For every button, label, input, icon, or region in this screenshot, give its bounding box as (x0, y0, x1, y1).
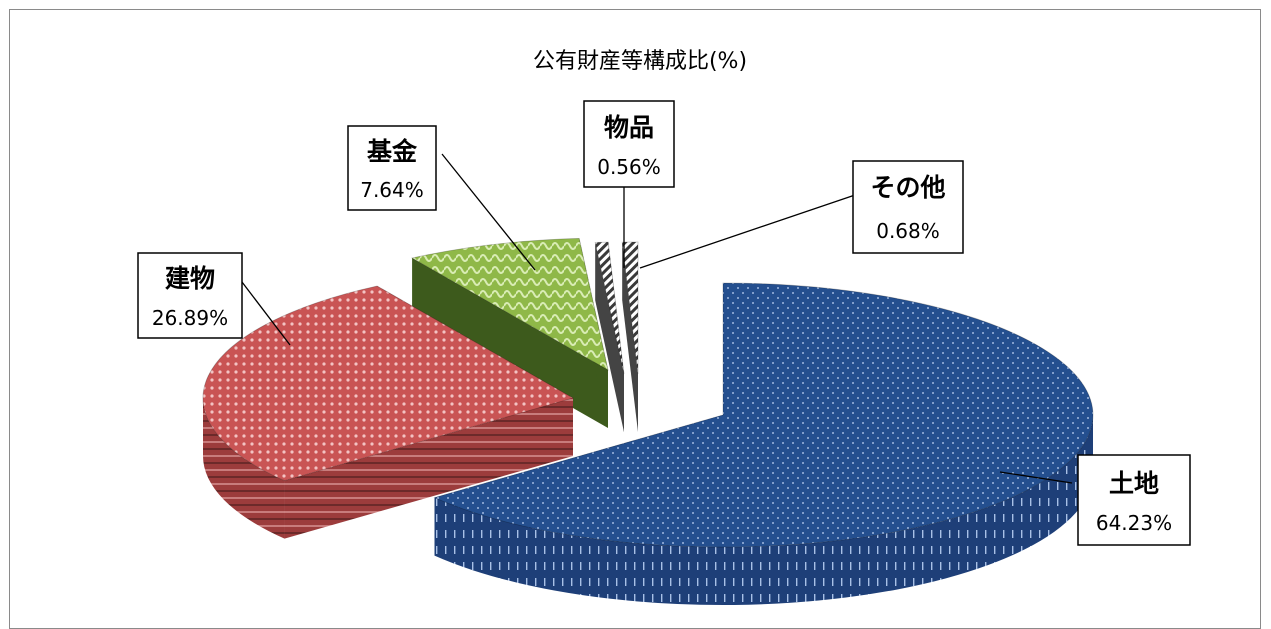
pie-chart: 公有財産等構成比(%) 土地 64.23% 建物 26.89% 基金 7.64%… (137, 49, 1191, 606)
label-name: 土地 (1109, 469, 1159, 498)
leader-line-fund (441, 153, 536, 271)
label-value: 7.64% (360, 178, 424, 202)
data-label-land: 土地 64.23% (1077, 454, 1191, 546)
label-value: 26.89% (152, 306, 228, 330)
data-label-other: その他 0.68% (852, 160, 964, 254)
pie-slice-land (433, 282, 1094, 606)
label-value: 64.23% (1096, 511, 1172, 535)
pie-slice-other (621, 241, 639, 432)
label-value: 0.56% (597, 155, 661, 179)
label-name: 基金 (367, 137, 418, 166)
leader-line-other (639, 194, 856, 269)
leader-line-building (241, 281, 291, 346)
label-value: 0.68% (876, 219, 940, 243)
leader-line-land (999, 471, 1073, 484)
label-name: 建物 (165, 264, 215, 293)
pie-slice-fund (411, 237, 609, 428)
data-label-goods: 物品 0.56% (583, 100, 675, 188)
label-name: 物品 (604, 113, 654, 142)
chart-title: 公有財産等構成比(%) (533, 49, 747, 74)
pie-slice-goods (594, 241, 625, 432)
label-name: その他 (870, 173, 945, 202)
data-label-fund: 基金 7.64% (347, 125, 437, 211)
pie-slice-building (202, 285, 575, 539)
data-label-building: 建物 26.89% (137, 252, 243, 339)
